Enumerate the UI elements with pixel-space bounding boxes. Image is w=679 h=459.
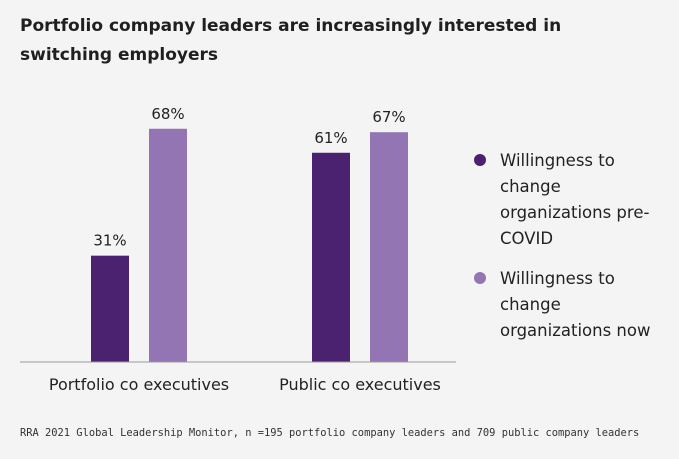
data-label-0-1: 68% xyxy=(151,105,184,123)
source-note: RRA 2021 Global Leadership Monitor, n =1… xyxy=(20,427,640,439)
data-label-1-0: 61% xyxy=(314,129,347,147)
legend: Willingness to change organizations pre-… xyxy=(474,148,674,358)
category-label-1: Public co executives xyxy=(279,375,441,394)
legend-item-now: Willingness to change organizations now xyxy=(474,266,674,344)
category-label-0: Portfolio co executives xyxy=(49,375,229,394)
legend-swatch-now xyxy=(474,272,486,284)
bar-1-1 xyxy=(370,132,408,362)
bar-0-1 xyxy=(149,128,187,362)
legend-item-pre-covid: Willingness to change organizations pre-… xyxy=(474,148,674,252)
legend-label-pre-covid: Willingness to change organizations pre-… xyxy=(500,151,650,248)
bar-1-0 xyxy=(312,152,350,362)
legend-label-now: Willingness to change organizations now xyxy=(500,269,651,340)
data-label-1-1: 67% xyxy=(372,108,405,126)
chart-title: Portfolio company leaders are increasing… xyxy=(20,16,562,65)
legend-swatch-pre-covid xyxy=(474,154,486,166)
bar-0-0 xyxy=(91,255,129,362)
data-label-0-0: 31% xyxy=(93,232,126,250)
